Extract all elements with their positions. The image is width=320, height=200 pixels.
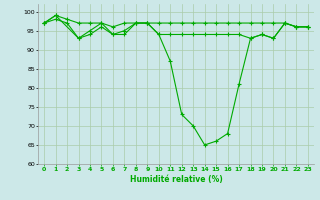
X-axis label: Humidité relative (%): Humidité relative (%) [130,175,222,184]
